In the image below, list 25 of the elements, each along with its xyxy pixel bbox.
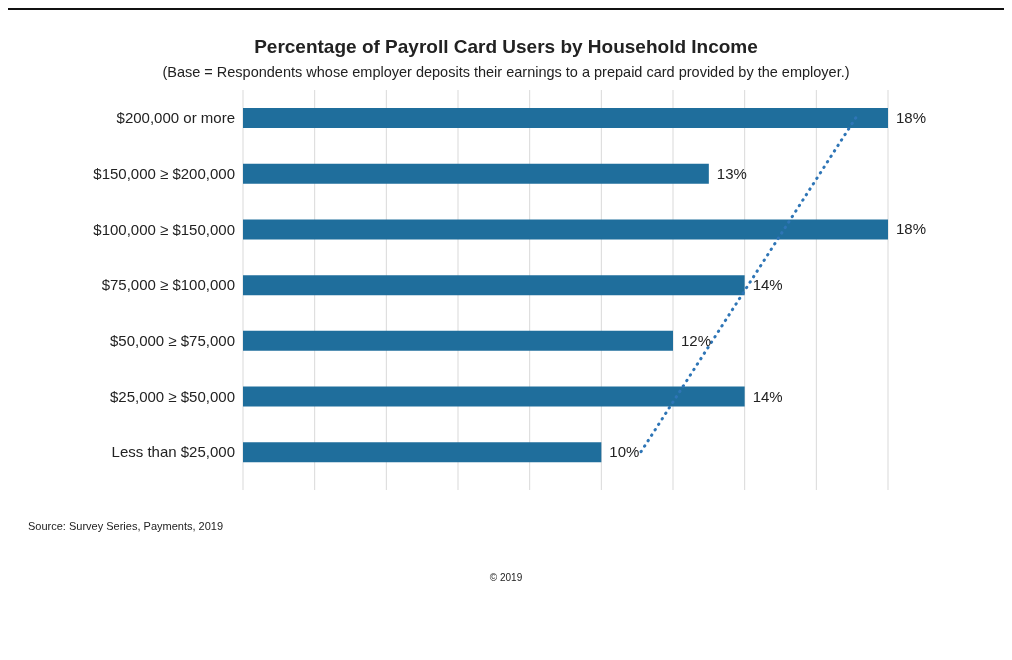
bar — [243, 108, 888, 128]
bar — [243, 163, 709, 184]
data-label: 10% — [609, 443, 640, 461]
data-label: 14% — [752, 387, 783, 405]
text: © 2019 — [488, 572, 524, 583]
bar — [243, 275, 745, 296]
y-tick-label: $50,000 ≥ $75,000 — [109, 332, 235, 350]
bar — [243, 330, 673, 351]
y-tick-label: $75,000 ≥ $100,000 — [101, 276, 235, 294]
data-label: 13% — [716, 164, 747, 182]
y-tick-label: $100,000 ≥ $150,000 — [93, 220, 235, 238]
data-label: 12% — [681, 331, 712, 349]
y-tick-label: $150,000 ≥ $200,000 — [93, 164, 235, 182]
data-label: 18% — [896, 109, 927, 126]
source-note: Source: Survey Series, Payments, 2019 — [28, 520, 225, 532]
data-label: 18% — [896, 220, 927, 238]
y-tick-label: $200,000 or more — [116, 109, 235, 127]
bar — [243, 386, 745, 407]
y-tick-label: Less than $25,000 — [111, 443, 235, 461]
chart-subtitle: (Base = Respondents whose employer deposits their earnings to a prepaid card provided by the employer.) — [161, 64, 851, 80]
data-label: 14% — [752, 276, 783, 294]
bar — [243, 442, 602, 463]
y-tick-label: $25,000 ≥ $50,000 — [109, 387, 235, 405]
bar — [243, 219, 888, 240]
chart-title: Percentage of Payroll Card Users by Household Income — [253, 36, 759, 58]
